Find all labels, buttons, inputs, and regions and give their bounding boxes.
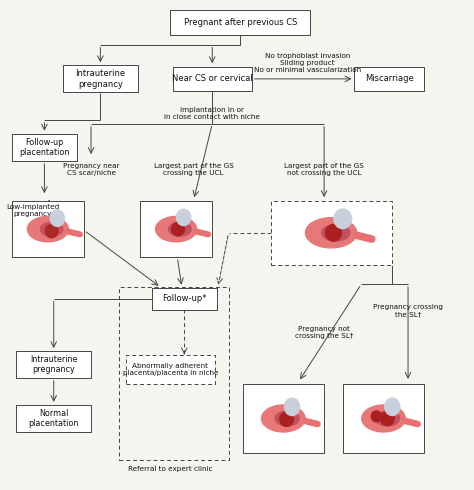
Bar [119, 287, 228, 460]
FancyBboxPatch shape [126, 355, 215, 384]
Circle shape [172, 222, 184, 236]
Circle shape [46, 224, 58, 238]
Text: Referral to expert clinic: Referral to expert clinic [128, 466, 212, 472]
FancyArrowPatch shape [406, 421, 418, 424]
Text: Normal
placentation: Normal placentation [28, 409, 79, 428]
Circle shape [381, 412, 394, 425]
Text: Follow-up*: Follow-up* [162, 294, 207, 303]
Text: Pregnant after previous CS: Pregnant after previous CS [183, 18, 297, 27]
FancyBboxPatch shape [63, 66, 137, 92]
Ellipse shape [27, 217, 68, 242]
Text: Near CS or cervical: Near CS or cervical [172, 74, 253, 83]
Ellipse shape [375, 411, 400, 426]
Ellipse shape [176, 209, 191, 225]
FancyArrowPatch shape [69, 232, 80, 234]
FancyArrowPatch shape [305, 421, 318, 424]
Ellipse shape [40, 222, 63, 236]
FancyBboxPatch shape [243, 384, 324, 453]
Ellipse shape [275, 411, 299, 426]
Text: Pregnancy not
crossing the SL†: Pregnancy not crossing the SL† [295, 326, 354, 340]
Circle shape [280, 412, 293, 426]
Ellipse shape [284, 398, 300, 416]
Text: No trophoblast invasion
Sliding product
No or minimal vascularization: No trophoblast invasion Sliding product … [254, 53, 361, 73]
Text: Miscarriage: Miscarriage [365, 74, 414, 83]
Ellipse shape [385, 398, 400, 416]
Circle shape [371, 411, 382, 422]
FancyBboxPatch shape [17, 351, 91, 378]
Circle shape [326, 224, 341, 241]
Text: Low-implanted
pregnancy: Low-implanted pregnancy [6, 204, 59, 217]
Text: Intrauterine
pregnancy: Intrauterine pregnancy [75, 69, 126, 89]
FancyBboxPatch shape [12, 134, 77, 161]
Ellipse shape [262, 405, 305, 432]
Ellipse shape [169, 222, 191, 236]
Text: Largest part of the GS
crossing the UCL: Largest part of the GS crossing the UCL [154, 163, 234, 176]
Ellipse shape [155, 217, 197, 242]
FancyBboxPatch shape [17, 405, 91, 432]
FancyBboxPatch shape [173, 67, 252, 91]
Text: Largest part of the GS
not crossing the UCL: Largest part of the GS not crossing the … [284, 163, 364, 176]
Ellipse shape [322, 224, 350, 241]
FancyBboxPatch shape [355, 67, 424, 91]
Text: Pregnancy near
CS scar/niche: Pregnancy near CS scar/niche [63, 163, 119, 176]
Ellipse shape [305, 218, 357, 248]
FancyBboxPatch shape [140, 201, 212, 257]
FancyBboxPatch shape [271, 201, 392, 265]
FancyBboxPatch shape [343, 384, 424, 453]
FancyBboxPatch shape [170, 10, 310, 35]
Text: Pregnancy crossing
the SL†: Pregnancy crossing the SL† [373, 304, 443, 318]
FancyBboxPatch shape [12, 201, 84, 257]
FancyArrowPatch shape [357, 235, 372, 239]
Text: Intrauterine
pregnancy: Intrauterine pregnancy [30, 355, 77, 374]
Text: Abnormally adherent
placenta/placenta in niche: Abnormally adherent placenta/placenta in… [123, 363, 218, 376]
FancyBboxPatch shape [152, 288, 217, 310]
Ellipse shape [50, 210, 64, 226]
Text: Follow-up
placentation: Follow-up placentation [19, 138, 70, 157]
Ellipse shape [334, 209, 352, 229]
Text: Implantation in or
in close contact with niche: Implantation in or in close contact with… [164, 106, 260, 120]
FancyArrowPatch shape [197, 232, 208, 234]
Ellipse shape [362, 405, 405, 432]
